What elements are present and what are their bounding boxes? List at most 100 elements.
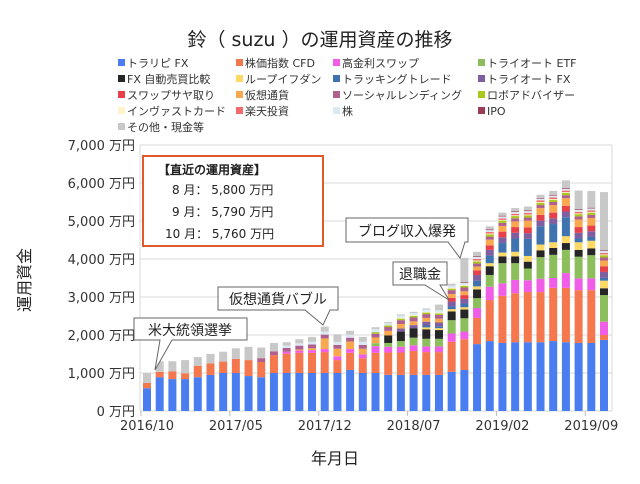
bar-segment-4	[473, 289, 482, 299]
bar-stack-2018/11	[460, 257, 469, 411]
legend-item: スワップサヤ取り	[118, 89, 215, 102]
bar-segment-1	[168, 371, 177, 380]
summary-line: 9 月： 5,790 万円	[172, 205, 273, 219]
bar-segment-16	[206, 354, 215, 364]
bar-segment-16	[549, 190, 558, 195]
bar-segment-4	[434, 330, 443, 339]
bar-segment-13	[523, 213, 532, 215]
bar-segment-5	[574, 242, 583, 250]
bar-segment-6	[498, 243, 507, 253]
bar-segment-16	[358, 336, 367, 342]
bar-segment-14	[422, 309, 431, 312]
bar-segment-2	[371, 346, 380, 353]
annotation-label: 仮想通貨バブル	[229, 291, 327, 308]
bar-segment-14	[320, 331, 329, 335]
bar-segment-9	[295, 349, 304, 351]
bar-stack-2019/03	[511, 208, 520, 411]
bar-segment-16	[473, 251, 482, 256]
legend-swatch	[478, 59, 485, 66]
bar-segment-1	[561, 287, 570, 343]
bar-segment-5	[447, 309, 456, 312]
bar-segment-7	[561, 211, 570, 218]
bar-segment-1	[447, 341, 456, 372]
bar-segment-8	[485, 245, 494, 250]
bar-stack-2019/10	[600, 192, 608, 411]
bar-segment-7	[409, 325, 418, 329]
bar-segment-2	[396, 346, 405, 353]
bar-segment-0	[473, 344, 482, 411]
bar-segment-10	[511, 218, 520, 222]
bar-segment-11	[485, 234, 494, 237]
bar-segment-6	[574, 238, 583, 243]
bar-segment-2	[282, 351, 291, 354]
legend-item: ロボアドバイザー	[478, 89, 575, 102]
bar-segment-13	[473, 259, 482, 261]
legend-label: 株	[342, 104, 353, 118]
bar-segment-6	[473, 280, 482, 287]
bar-segment-11	[460, 285, 469, 288]
bar-stack-2019/02	[498, 212, 507, 411]
bar-segment-0	[346, 369, 355, 411]
legend-swatch	[118, 91, 125, 98]
bar-segment-6	[600, 277, 608, 281]
bar-segment-4	[384, 335, 393, 343]
y-tick-label: 2,000 万円	[68, 329, 135, 344]
legend-label: トライオート FX	[487, 73, 571, 86]
x-tick-label: 2019/09	[564, 419, 618, 434]
bar-segment-6	[434, 326, 443, 329]
bar-segment-1	[181, 373, 190, 380]
bar-segment-0	[257, 377, 266, 411]
bar-segment-2	[422, 346, 431, 353]
bar-segment-12	[422, 311, 431, 313]
bar-segment-16	[422, 308, 431, 310]
y-tick-label: 6,000 万円	[68, 177, 135, 192]
bar-segment-11	[536, 202, 545, 206]
bar-segment-4	[523, 261, 532, 269]
bar-segment-6	[587, 236, 596, 241]
bar-segment-5	[549, 242, 558, 248]
bar-segment-11	[447, 288, 456, 291]
bar-segment-11	[422, 312, 431, 315]
bar-segment-10	[358, 344, 367, 349]
bar-segment-12	[434, 312, 443, 314]
bar-segment-15	[587, 207, 596, 209]
bar-segment-4	[485, 266, 494, 275]
bar-segment-2	[434, 346, 443, 353]
bar-segment-16	[434, 304, 443, 311]
bar-segment-2	[447, 333, 456, 342]
bar-segment-16	[485, 226, 494, 230]
bar-segment-0	[308, 373, 317, 411]
bar-segment-8	[460, 295, 469, 299]
bar-segment-13	[485, 232, 494, 234]
bar-segment-2	[409, 345, 418, 351]
bar-segment-16	[409, 311, 418, 313]
bar-segment-7	[600, 271, 608, 278]
bar-segment-7	[574, 232, 583, 239]
bar-segment-1	[460, 339, 469, 370]
bar-segment-13	[600, 252, 608, 255]
bar-segment-14	[523, 211, 532, 214]
bar-segment-14	[396, 315, 405, 318]
bar-segment-1	[231, 358, 240, 373]
bar-segment-2	[587, 278, 596, 291]
bar-segment-9	[396, 323, 405, 329]
legend-item: 株	[333, 104, 353, 118]
bar-segment-7	[396, 328, 405, 332]
bar-stack-2018/12	[473, 251, 482, 411]
summary-title: 【直近の運用資産】	[158, 162, 266, 177]
bar-segment-1	[600, 335, 608, 340]
bar-segment-16	[536, 194, 545, 198]
bar-segment-7	[485, 249, 494, 256]
bar-segment-9	[460, 291, 469, 296]
bar-segment-16	[600, 192, 608, 251]
bar-stack-2018/03	[358, 336, 367, 411]
x-tick-label: 2018/07	[387, 419, 441, 434]
bar-segment-7	[549, 218, 558, 225]
bar-segment-0	[219, 373, 228, 411]
bar-segment-15	[561, 187, 570, 189]
legend-item: その他・現金等	[118, 120, 204, 134]
bar-segment-14	[498, 216, 507, 219]
bar-segment-3	[384, 342, 393, 347]
bar-segment-4	[561, 243, 570, 250]
bar-segment-1	[269, 355, 278, 373]
